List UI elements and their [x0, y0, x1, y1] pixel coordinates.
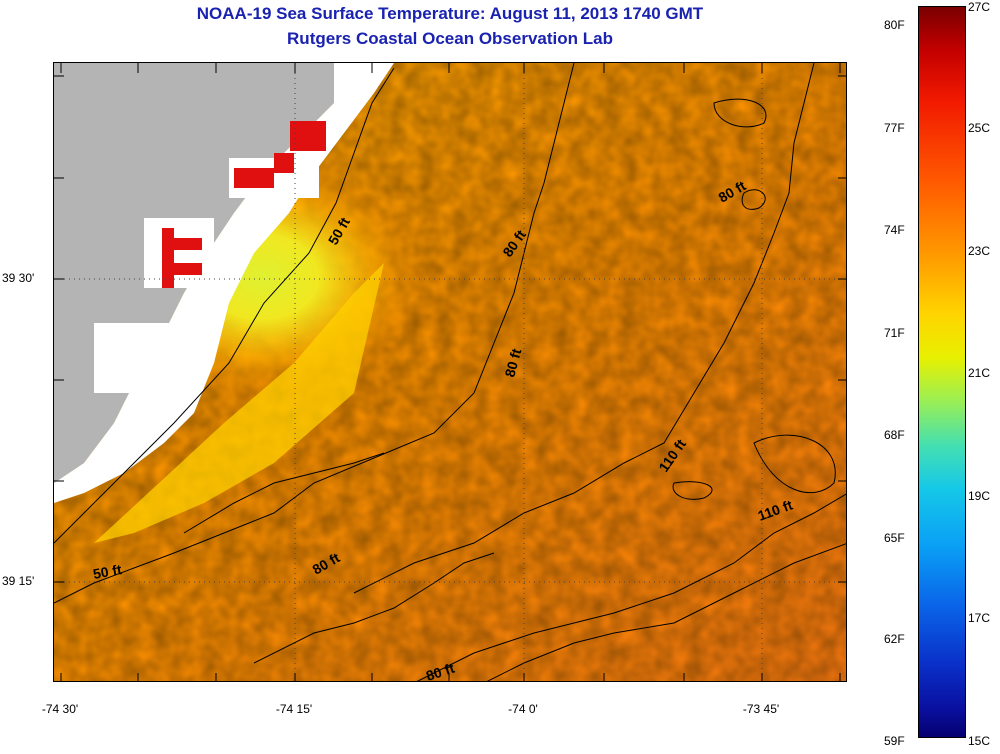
longitude-label: -74 30' — [41, 702, 79, 716]
longitude-label: -73 45' — [742, 702, 780, 716]
colorbar-c-label: 17C — [968, 611, 991, 625]
map-subtitle: Rutgers Coastal Ocean Observation Lab — [287, 29, 613, 48]
colorbar-c-label: 19C — [968, 489, 991, 503]
sst-map: 50 ft 80 ft 80 ft 80 ft 110 ft 110 ft 50… — [53, 62, 847, 682]
colorbar-f-label: 71F — [884, 326, 905, 340]
tick-marks — [54, 63, 846, 681]
contour-label: 50 ft — [92, 561, 123, 582]
colorbar-f-label: 65F — [884, 531, 905, 545]
longitude-label: -74 0' — [508, 702, 538, 716]
colorbar-c-label: 25C — [968, 121, 991, 135]
colorbar-f-label: 77F — [884, 121, 905, 135]
map-title: NOAA-19 Sea Surface Temperature: August … — [196, 4, 704, 23]
latitude-label: 39 15' — [2, 574, 35, 588]
colorbar-f-label: 59F — [884, 734, 905, 748]
colorbar-f-label: 68F — [884, 428, 905, 442]
grid-lines — [54, 63, 846, 681]
contour-label: 80 ft — [501, 347, 524, 379]
colorbar-c-label: 21C — [968, 366, 991, 380]
hot-spots — [162, 121, 326, 288]
colorbar-f-label: 74F — [884, 223, 905, 237]
colorbar-c-label: 15C — [968, 734, 991, 748]
sst-map-canvas: 50 ft 80 ft 80 ft 80 ft 110 ft 110 ft 50… — [54, 63, 846, 682]
colorbar-c-label: 23C — [968, 244, 991, 258]
temperature-colorbar — [918, 6, 966, 738]
colorbar-c-label: 27C — [968, 0, 991, 14]
colorbar-f-label: 62F — [884, 632, 905, 646]
colorbar-f-label: 80F — [884, 18, 905, 32]
contour-label: 80 ft — [424, 660, 457, 682]
depth-contours — [54, 63, 846, 681]
latitude-label: 39 30' — [2, 271, 35, 285]
longitude-label: -74 15' — [275, 702, 313, 716]
